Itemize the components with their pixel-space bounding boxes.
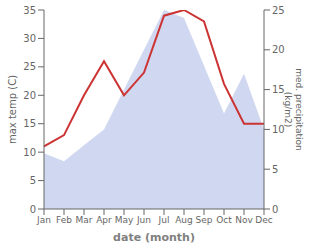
svg-text:Jan: Jan (36, 215, 51, 225)
svg-text:max temp (C): max temp (C) (8, 75, 18, 144)
svg-text:Oct: Oct (216, 215, 232, 225)
svg-text:0: 0 (272, 204, 278, 215)
svg-text:Feb: Feb (56, 215, 72, 225)
svg-text:30: 30 (23, 33, 36, 44)
svg-text:Apr: Apr (96, 215, 112, 225)
svg-text:20: 20 (23, 90, 36, 101)
svg-text:35: 35 (23, 5, 36, 16)
svg-text:25: 25 (23, 61, 36, 72)
svg-text:10: 10 (272, 124, 285, 135)
svg-text:20: 20 (272, 44, 285, 55)
svg-text:Jun: Jun (136, 215, 151, 225)
svg-text:med. precipitation(kg/m2): med. precipitation(kg/m2) (283, 68, 304, 150)
svg-text:date (month): date (month) (113, 231, 195, 244)
svg-text:Jul: Jul (158, 215, 170, 225)
svg-text:5: 5 (272, 164, 278, 175)
svg-text:Dec: Dec (255, 215, 272, 225)
svg-text:15: 15 (272, 84, 285, 95)
svg-text:15: 15 (23, 118, 36, 129)
svg-text:10: 10 (23, 147, 36, 158)
svg-text:Nov: Nov (235, 215, 253, 225)
svg-text:May: May (115, 215, 134, 225)
svg-text:25: 25 (272, 5, 285, 16)
svg-text:0: 0 (30, 204, 36, 215)
svg-text:Sep: Sep (196, 215, 213, 225)
svg-text:5: 5 (30, 175, 36, 186)
svg-text:Aug: Aug (175, 215, 193, 225)
svg-text:Mar: Mar (76, 215, 93, 225)
